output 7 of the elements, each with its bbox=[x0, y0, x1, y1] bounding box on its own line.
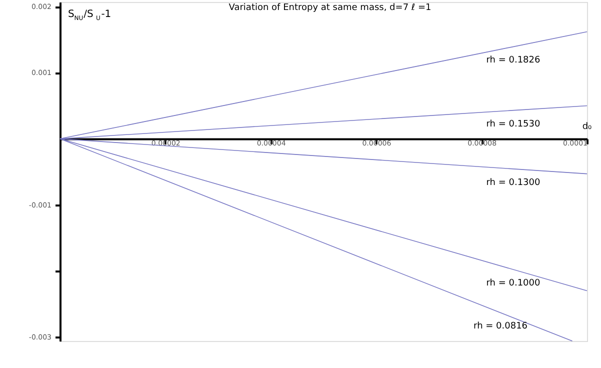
x-axis-title: d₀ bbox=[582, 122, 592, 132]
series-label: rh = 0.1300 bbox=[486, 178, 540, 188]
series-label: rh = 0.1826 bbox=[486, 56, 540, 66]
series-label: rh = 0.0816 bbox=[474, 322, 528, 332]
series-label: rh = 0.1530 bbox=[486, 119, 540, 130]
chart-title: Variation of Entropy at same mass, d=7 ℓ =1 bbox=[228, 3, 432, 13]
series-label: rh = 0.1000 bbox=[486, 278, 540, 288]
